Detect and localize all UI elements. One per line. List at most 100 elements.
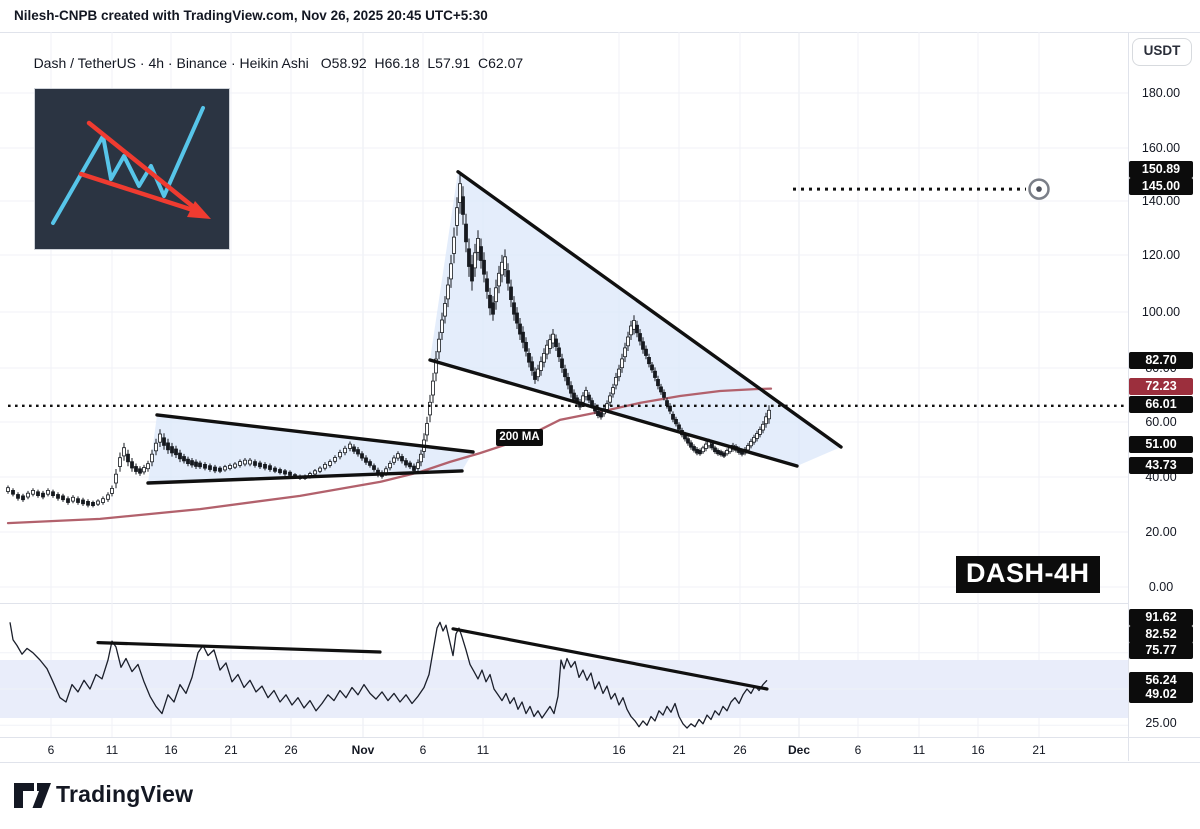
candle-body	[449, 263, 453, 280]
falling-wedge-illustration	[35, 89, 229, 249]
candle-body	[722, 452, 726, 457]
time-axis-label: Dec	[787, 743, 810, 757]
candle-body	[126, 453, 130, 463]
symbol-legend[interactable]: Dash / TetherUS · 4h · Binance · Heikin …	[18, 39, 524, 87]
indicator-axis-label: 25.00	[1145, 715, 1177, 730]
candle-body	[218, 467, 222, 472]
candle-body	[278, 469, 282, 474]
candle-body	[31, 489, 35, 495]
candle-body	[425, 423, 429, 436]
candle-body	[6, 487, 10, 492]
candle-body	[56, 494, 60, 499]
candle-body	[434, 358, 438, 374]
trendline[interactable]	[428, 358, 799, 468]
candle-body	[248, 459, 252, 465]
trendline[interactable]	[456, 170, 843, 449]
price-axis-label: 180.00	[1141, 85, 1181, 100]
candle-body	[548, 339, 552, 349]
candle-body	[461, 196, 465, 215]
candle-body	[458, 183, 462, 203]
candle-body	[146, 463, 150, 470]
ma-200-line[interactable]	[6, 387, 773, 525]
candle-body	[560, 358, 564, 369]
price-axis-label: 0.00	[1148, 579, 1174, 594]
candle-body	[388, 462, 392, 469]
candle-body	[233, 463, 237, 468]
time-axis-label: 11	[476, 743, 490, 757]
candle-body	[71, 496, 75, 502]
indicator-line	[9, 621, 768, 729]
candle-body	[638, 333, 642, 342]
candle-body	[431, 380, 435, 396]
candle-body	[170, 446, 174, 454]
candle-body	[130, 461, 134, 469]
price-badge: 82.70	[1129, 351, 1193, 369]
candle-body	[392, 457, 396, 463]
candle-body	[467, 248, 471, 267]
candle-body	[412, 465, 416, 471]
candle-body	[746, 445, 750, 451]
candle-body	[36, 491, 40, 496]
time-axis-label: 16	[164, 743, 178, 757]
candle-body	[563, 368, 567, 378]
time-axis-label: 26	[284, 743, 298, 757]
candle-body	[671, 413, 675, 420]
candle-body	[656, 378, 660, 387]
candle-body	[569, 385, 573, 394]
candle-body	[587, 394, 591, 401]
ma-200-label[interactable]: 200 MA	[496, 429, 543, 446]
time-axis-label: 21	[224, 743, 238, 757]
candle-body	[323, 463, 327, 469]
price-badge: 51.00	[1129, 436, 1193, 453]
candle-body	[701, 447, 705, 453]
candle-body	[503, 256, 507, 270]
currency-toggle-button[interactable]: USDT	[1132, 38, 1192, 66]
candle-body	[452, 236, 456, 254]
candle-body	[530, 361, 534, 371]
candle-body	[623, 347, 627, 358]
candle-body	[689, 442, 693, 448]
candle-body	[632, 320, 636, 330]
indicator-badge: 49.02	[1129, 685, 1193, 703]
price-axis-label: 160.00	[1141, 140, 1181, 155]
candle-body	[572, 392, 576, 400]
time-axis-label: 16	[612, 743, 626, 757]
candle-body	[51, 491, 55, 496]
candle-body	[174, 448, 178, 456]
candle-body	[515, 312, 519, 324]
trendline[interactable]	[155, 413, 475, 454]
candle-body	[599, 412, 603, 418]
candle-body	[154, 442, 158, 452]
candle-body	[620, 358, 624, 369]
candle-body	[755, 433, 759, 439]
price-axis-border	[1128, 32, 1129, 761]
candle-body	[372, 465, 376, 470]
candle-body	[96, 500, 100, 505]
candle-body	[470, 264, 474, 282]
candle-body	[749, 440, 753, 447]
indicator-trendline[interactable]	[96, 640, 382, 654]
attribution-text: Nilesh-CNPB created with TradingView.com…	[14, 8, 488, 23]
candle-body	[716, 449, 720, 455]
price-badge: 150.89	[1129, 161, 1193, 178]
candle-body	[437, 338, 441, 353]
symbol-title[interactable]: Dash / TetherUS · 4h · Binance · Heikin …	[33, 55, 309, 71]
candle-body	[26, 492, 30, 498]
candle-body	[41, 492, 45, 498]
candle-body	[333, 457, 337, 462]
candle-body	[186, 458, 190, 465]
candle-body	[263, 463, 267, 469]
time-axis-label: 11	[912, 743, 926, 757]
candle-body	[608, 395, 612, 403]
candle-body	[491, 302, 495, 315]
candle-body	[455, 207, 459, 226]
trendline[interactable]	[146, 469, 464, 485]
price-axis-label: 140.00	[1141, 193, 1181, 208]
candle-body	[554, 338, 558, 347]
indicator-trendline[interactable]	[451, 627, 769, 691]
candle-body	[283, 470, 287, 475]
candle-body	[440, 319, 444, 334]
pane-separator[interactable]	[0, 603, 1128, 604]
